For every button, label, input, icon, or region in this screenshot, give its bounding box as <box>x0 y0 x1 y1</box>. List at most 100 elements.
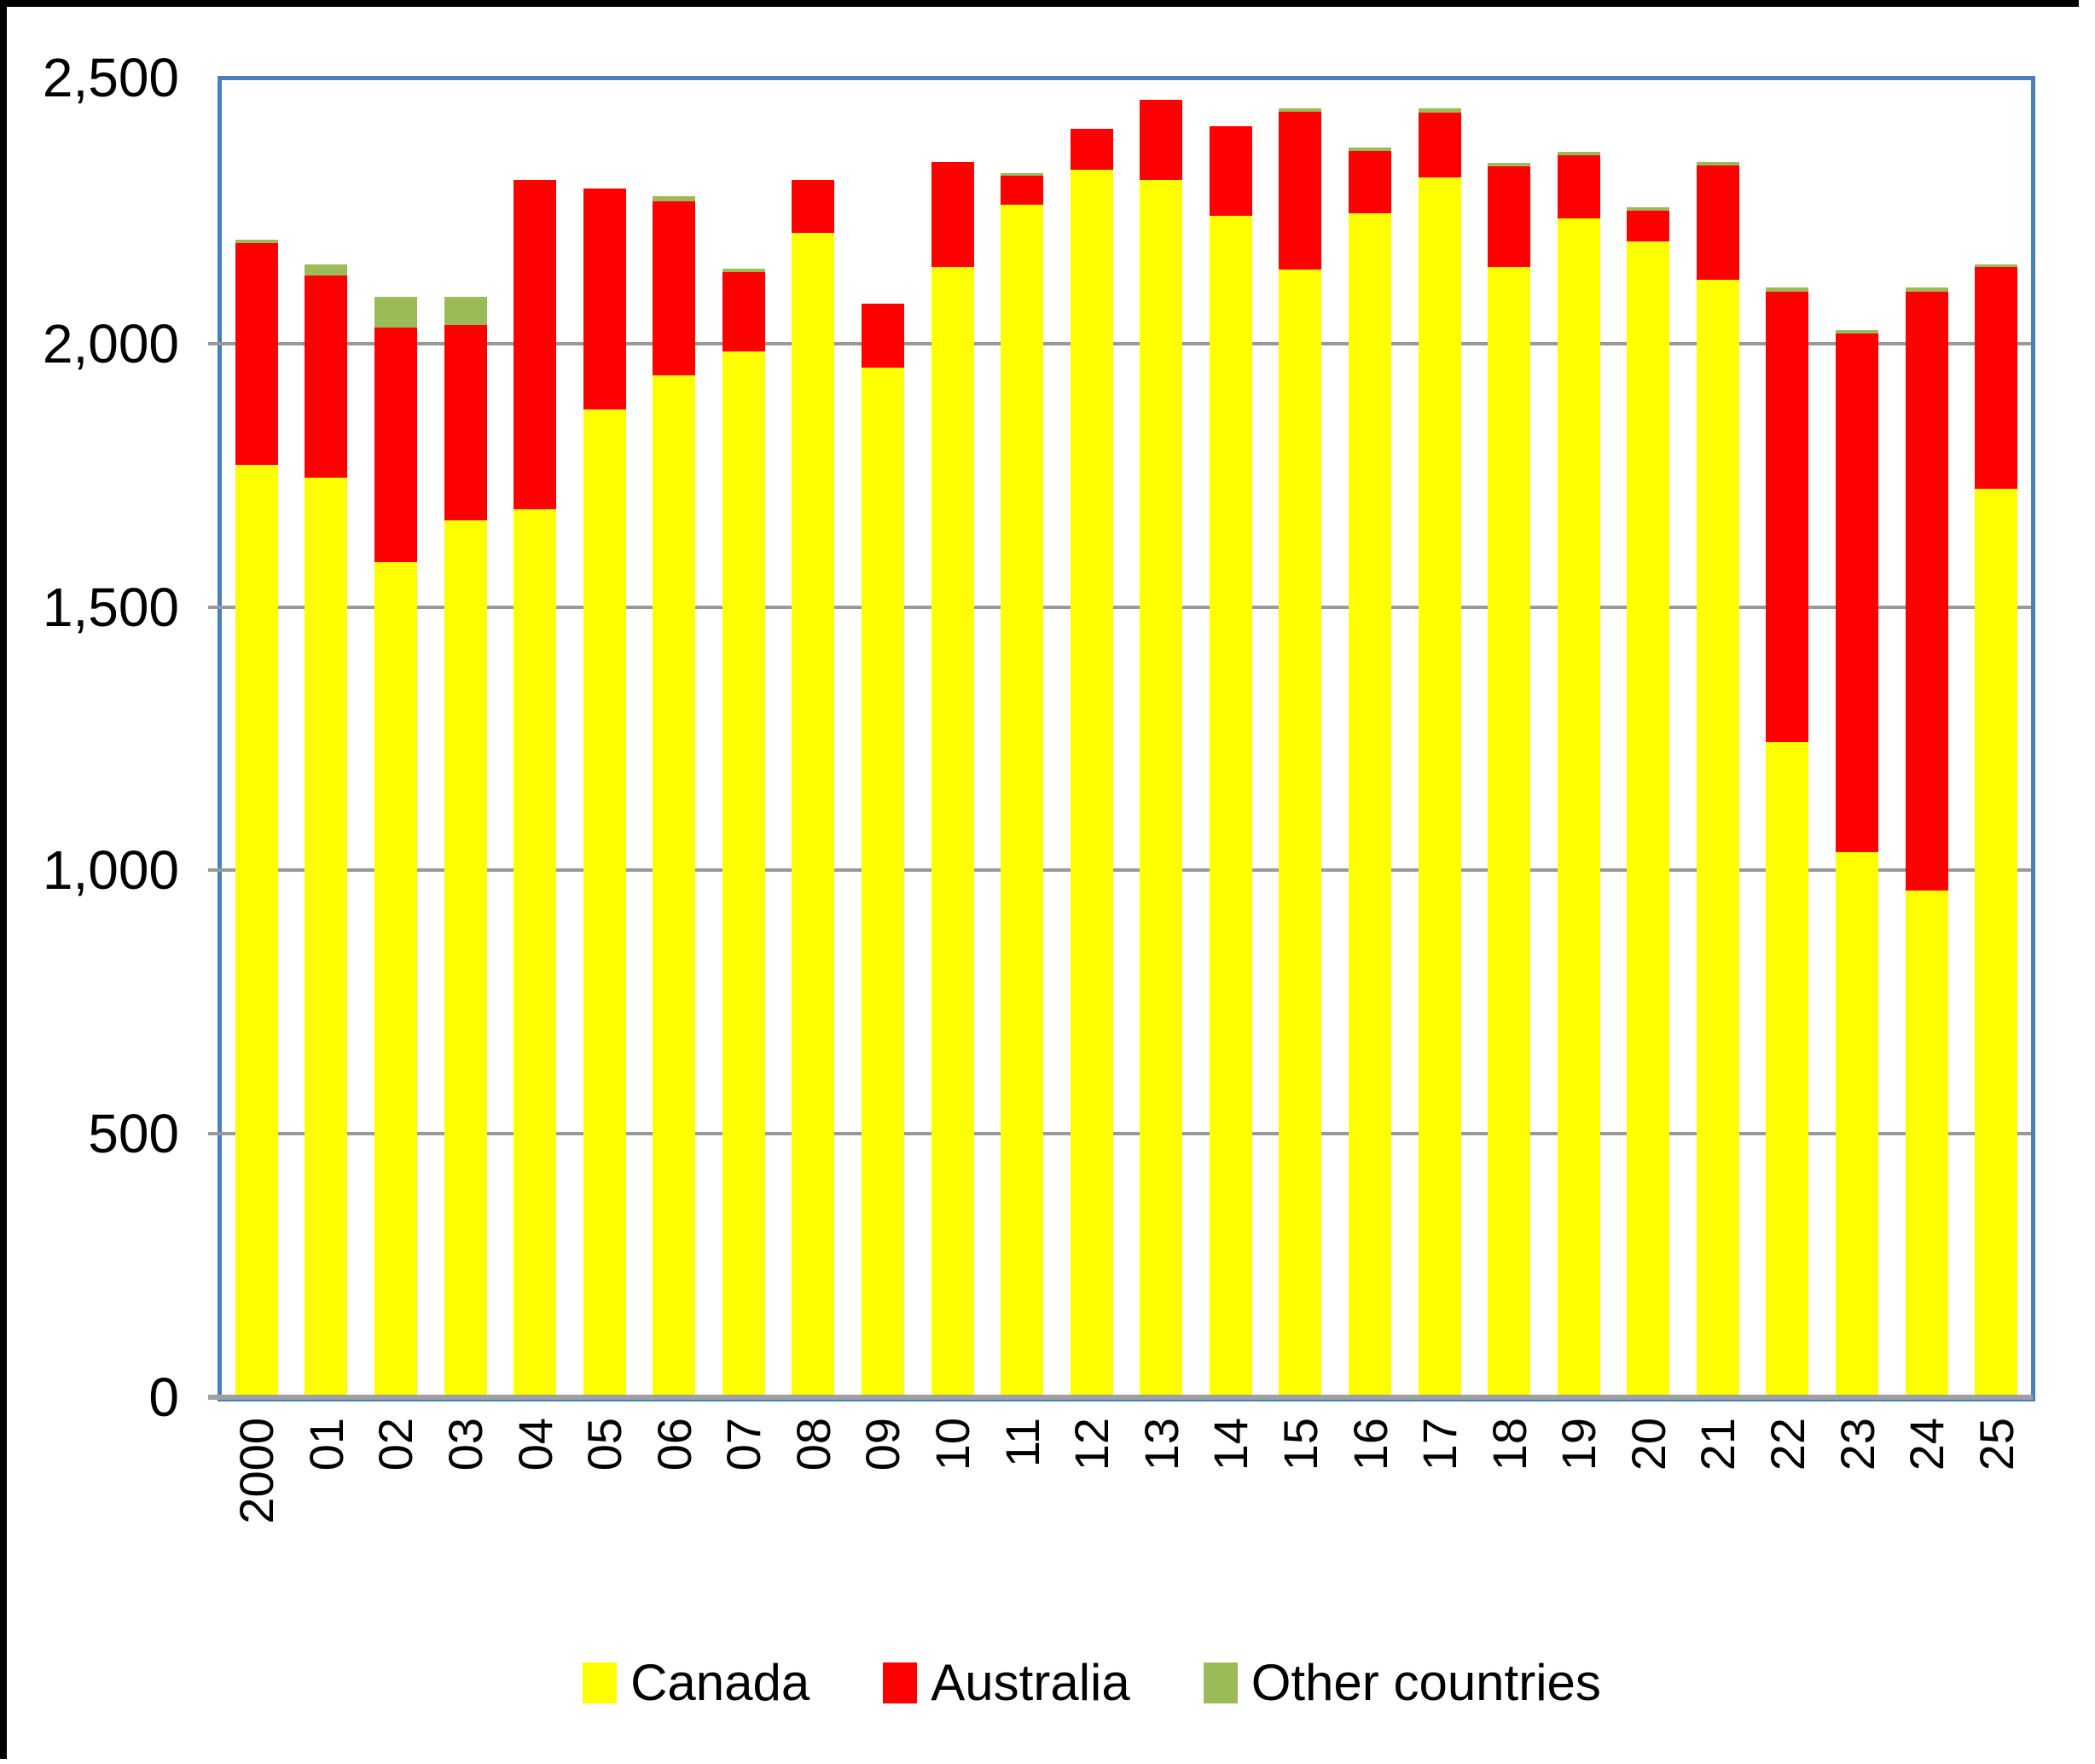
bar-segment-australia-22[interactable] <box>1766 292 1809 743</box>
x-axis-label-07: 07 <box>717 1418 771 1471</box>
bar-20 <box>1614 80 1684 1397</box>
gridline <box>208 605 2031 609</box>
y-axis-label: 1,000 <box>42 839 179 902</box>
bar-segment-canada-22[interactable] <box>1766 742 1809 1397</box>
bar-segment-canada-23[interactable] <box>1836 851 1879 1397</box>
bar-segment-canada-19[interactable] <box>1557 218 1600 1397</box>
bar-22 <box>1753 80 1823 1397</box>
bar-segment-canada-12[interactable] <box>1070 170 1113 1397</box>
bar-segment-australia-14[interactable] <box>1209 125 1252 216</box>
bar-segment-canada-16[interactable] <box>1349 212 1391 1397</box>
x-axis-label-25: 25 <box>1969 1418 2023 1471</box>
bar-segment-other-countries-07[interactable] <box>722 269 765 273</box>
x-axis-label-02: 02 <box>369 1418 423 1471</box>
bar-segment-canada-05[interactable] <box>583 409 626 1397</box>
bar-segment-australia-23[interactable] <box>1836 334 1879 852</box>
bar-segment-other-countries-01[interactable] <box>305 264 348 276</box>
window-frame-left <box>0 0 7 1759</box>
bar-segment-other-countries-11[interactable] <box>1001 172 1044 177</box>
bar-segment-australia-24[interactable] <box>1905 292 1948 891</box>
bar-24 <box>1892 80 1962 1397</box>
x-axis-label-05: 05 <box>577 1418 632 1471</box>
bar-segment-other-countries-2000[interactable] <box>235 240 278 244</box>
bar-segment-other-countries-16[interactable] <box>1349 148 1391 151</box>
bar-segment-canada-10[interactable] <box>931 267 974 1397</box>
bar-segment-canada-06[interactable] <box>653 374 696 1397</box>
bar-segment-australia-2000[interactable] <box>235 243 278 465</box>
bar-segment-australia-09[interactable] <box>861 304 904 368</box>
bar-segment-canada-07[interactable] <box>722 351 765 1397</box>
bar-segment-australia-08[interactable] <box>792 180 835 234</box>
bar-segment-canada-08[interactable] <box>792 233 835 1397</box>
bar-segment-canada-17[interactable] <box>1418 177 1461 1397</box>
bar-01 <box>292 80 362 1397</box>
bar-segment-australia-19[interactable] <box>1557 154 1600 219</box>
bar-segment-australia-20[interactable] <box>1627 211 1670 241</box>
bar-segment-other-countries-03[interactable] <box>444 297 487 326</box>
bar-segment-australia-10[interactable] <box>931 161 974 268</box>
window-frame-top <box>0 0 2079 7</box>
bar-segment-australia-16[interactable] <box>1349 150 1391 213</box>
bar-segment-canada-15[interactable] <box>1279 270 1322 1397</box>
bar-segment-australia-02[interactable] <box>374 328 417 563</box>
bar-segment-other-countries-15[interactable] <box>1279 107 1322 113</box>
bar-04 <box>500 80 570 1397</box>
bar-14 <box>1196 80 1266 1397</box>
bar-segment-canada-13[interactable] <box>1140 180 1183 1397</box>
bar-segment-canada-18[interactable] <box>1488 267 1531 1397</box>
bar-segment-canada-04[interactable] <box>514 509 557 1397</box>
bar-segment-canada-09[interactable] <box>861 367 904 1397</box>
bar-segment-canada-21[interactable] <box>1696 280 1739 1397</box>
gridline <box>208 341 2031 345</box>
legend-item-australia[interactable]: Australia <box>883 1653 1130 1712</box>
bar-segment-canada-03[interactable] <box>444 519 487 1397</box>
bar-segment-australia-15[interactable] <box>1279 112 1322 270</box>
bar-segment-australia-17[interactable] <box>1418 112 1461 177</box>
bar-segment-australia-18[interactable] <box>1488 165 1531 268</box>
bar-segment-other-countries-20[interactable] <box>1627 207 1670 212</box>
bar-segment-australia-07[interactable] <box>722 272 765 352</box>
bars-container <box>222 80 2031 1397</box>
legend-label-canada: Canada <box>630 1654 810 1711</box>
bar-segment-canada-20[interactable] <box>1627 241 1670 1397</box>
bar-segment-other-countries-19[interactable] <box>1557 152 1600 155</box>
x-axis-label-17: 17 <box>1413 1418 1467 1471</box>
bar-segment-canada-02[interactable] <box>374 562 417 1397</box>
bar-segment-australia-05[interactable] <box>583 188 626 409</box>
x-axis-label-01: 01 <box>299 1418 353 1471</box>
bar-segment-other-countries-24[interactable] <box>1905 287 1948 293</box>
bar-segment-other-countries-06[interactable] <box>653 195 696 202</box>
bar-segment-other-countries-23[interactable] <box>1836 330 1879 334</box>
bar-segment-other-countries-02[interactable] <box>374 297 417 328</box>
legend-item-canada[interactable]: Canada <box>583 1653 810 1712</box>
bar-segment-canada-14[interactable] <box>1209 215 1252 1397</box>
bar-segment-other-countries-21[interactable] <box>1696 161 1739 166</box>
bar-segment-australia-01[interactable] <box>305 275 348 479</box>
bar-segment-other-countries-17[interactable] <box>1418 107 1461 113</box>
bar-segment-canada-11[interactable] <box>1001 205 1044 1397</box>
bar-segment-canada-2000[interactable] <box>235 464 278 1397</box>
bar-segment-australia-11[interactable] <box>1001 176 1044 206</box>
bar-segment-australia-13[interactable] <box>1140 100 1183 181</box>
bar-segment-australia-04[interactable] <box>514 180 557 510</box>
bar-segment-canada-24[interactable] <box>1905 890 1948 1397</box>
bar-segment-australia-25[interactable] <box>1975 267 2018 490</box>
bar-segment-other-countries-25[interactable] <box>1975 264 2018 268</box>
legend-item-other[interactable]: Other countries <box>1203 1653 1601 1712</box>
bar-segment-australia-03[interactable] <box>444 325 487 520</box>
bar-05 <box>570 80 640 1397</box>
bar-segment-australia-21[interactable] <box>1696 165 1739 281</box>
bar-10 <box>918 80 988 1397</box>
bar-segment-other-countries-22[interactable] <box>1766 287 1809 293</box>
bar-07 <box>709 80 779 1397</box>
bar-segment-other-countries-18[interactable] <box>1488 162 1531 166</box>
bar-segment-canada-01[interactable] <box>305 478 348 1397</box>
x-axis-label-11: 11 <box>995 1418 1049 1468</box>
bar-segment-canada-25[interactable] <box>1975 489 2018 1397</box>
bar-segment-australia-12[interactable] <box>1070 128 1113 170</box>
bar-segment-australia-06[interactable] <box>653 201 696 375</box>
x-axis-label-14: 14 <box>1204 1418 1258 1471</box>
x-axis-line <box>208 1395 2033 1400</box>
other-countries-swatch-icon <box>1203 1662 1238 1703</box>
